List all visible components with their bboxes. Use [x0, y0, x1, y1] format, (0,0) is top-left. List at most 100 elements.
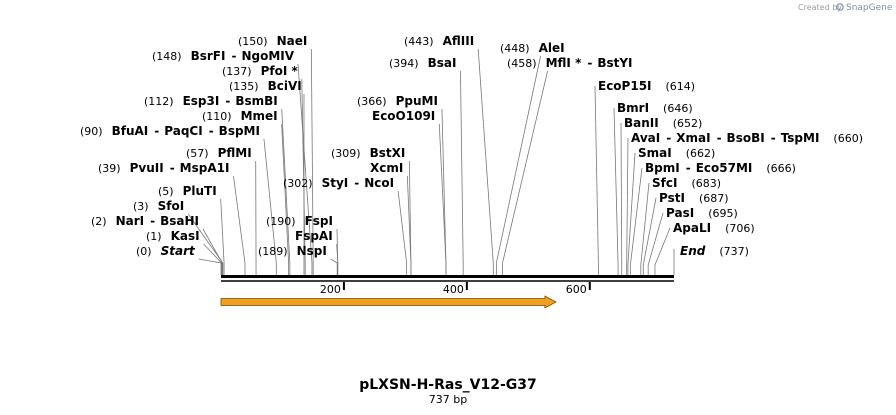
site-name: NspI — [297, 244, 327, 258]
site-position: (150) — [238, 35, 268, 48]
site-position: (309) — [331, 147, 361, 160]
site-pfoi[interactable]: (137) PfoI * — [222, 64, 298, 78]
site-apali[interactable]: ApaLI (706) — [673, 221, 755, 235]
connector-mfli — [502, 70, 548, 275]
site-separator: - — [154, 124, 159, 138]
site-name: MflI * — [546, 56, 582, 70]
site-position: (652) — [673, 117, 703, 130]
feature-arrow-shape[interactable] — [220, 295, 557, 309]
site-bmri[interactable]: BmrI (646) — [617, 101, 693, 115]
site-psti[interactable]: PstI (687) — [659, 191, 729, 205]
site-separator: - — [666, 131, 671, 145]
site-alei[interactable]: (448) AleI — [500, 41, 565, 55]
site-isoschizomer: PaqCI — [164, 124, 202, 138]
site-position: (148) — [152, 50, 182, 63]
site-name: Esp3I — [183, 94, 220, 108]
site-name: AleI — [539, 41, 565, 55]
site-position: (90) — [80, 125, 103, 138]
site-isoschizomer: BstYI — [597, 56, 632, 70]
site-ecop15i[interactable]: EcoP15I (614) — [598, 79, 695, 93]
site-name: NarI — [116, 214, 145, 228]
site-position: (443) — [404, 35, 434, 48]
site-connectors — [187, 48, 675, 275]
site-naei[interactable]: (150) NaeI — [238, 34, 307, 48]
site-position: (5) — [158, 185, 174, 198]
site-name: BciVI — [268, 79, 302, 93]
site-xcmi[interactable]: XcmI — [370, 161, 403, 175]
site-avai[interactable]: AvaI - XmaI - BsoBI - TspMI (660) — [631, 131, 863, 145]
site-nspi[interactable]: (189) NspI — [258, 244, 327, 258]
site-bsai[interactable]: (394) BsaI — [389, 56, 456, 70]
site-start[interactable]: (0) Start — [136, 244, 196, 258]
site-pasi[interactable]: PasI (695) — [666, 206, 738, 220]
site-name: PvuII — [130, 161, 164, 175]
site-afliii[interactable]: (443) AflIII — [404, 34, 474, 48]
site-isoschizomer: BspMI — [219, 124, 260, 138]
site-name: BfuAI — [112, 124, 149, 138]
site-position: (1) — [146, 230, 162, 243]
site-ecoo109i[interactable]: EcoO109I — [372, 109, 435, 123]
site-bpmi[interactable]: BpmI - Eco57MI (666) — [645, 161, 796, 175]
site-name: BsrFI — [191, 49, 226, 63]
connector-ecop15i — [594, 85, 599, 275]
site-esp3i[interactable]: (112) Esp3I - BsmBI — [144, 94, 278, 108]
site-isoschizomer: NcoI — [364, 176, 394, 190]
site-separator: - — [209, 124, 214, 138]
map-length: 737 bp — [429, 393, 467, 406]
site-bstxi[interactable]: (309) BstXI — [331, 146, 405, 160]
site-position: (706) — [725, 222, 755, 235]
site-styi[interactable]: (302) StyI - NcoI — [283, 176, 394, 190]
connector-bsrfi — [297, 63, 313, 275]
connector-ppumi — [441, 108, 447, 275]
site-pflmi[interactable]: (57) PflMI — [186, 146, 252, 160]
site-name: SmaI — [638, 146, 672, 160]
site-banii[interactable]: BanII (652) — [624, 116, 702, 130]
site-position: (2) — [91, 215, 107, 228]
site-pvuii[interactable]: (39) PvuII - MspA1I — [98, 161, 229, 175]
site-name: PluTI — [183, 184, 217, 198]
site-bcivi[interactable]: (135) BciVI — [229, 79, 302, 93]
connector-naei — [310, 48, 314, 275]
connector-esp3i — [281, 108, 291, 275]
site-mmei[interactable]: (110) MmeI — [202, 109, 278, 123]
site-position: (0) — [136, 245, 152, 258]
site-labels: (0) Start(1) KasI(2) NarI - BsaHI(3) SfoI(5) Pl… — [80, 34, 863, 258]
site-pluti[interactable]: (5) PluTI — [158, 184, 217, 198]
site-separator: - — [587, 56, 592, 70]
connector-smai — [627, 152, 636, 275]
site-mfli[interactable]: (458) MflI * - BstYI — [507, 56, 633, 70]
site-ppumi[interactable]: (366) PpuMI — [357, 94, 438, 108]
site-name: PasI — [666, 206, 694, 220]
connector-avai — [626, 137, 629, 275]
site-name: FspI — [305, 214, 333, 228]
feature-arrow[interactable] — [220, 295, 557, 309]
connector-styi — [397, 190, 408, 275]
site-name: BstXI — [370, 146, 406, 160]
site-name: BsaI — [428, 56, 457, 70]
site-smai[interactable]: SmaI (662) — [638, 146, 715, 160]
site-name: End — [680, 244, 706, 258]
site-kasi[interactable]: (1) KasI — [146, 229, 200, 243]
site-isoschizomer: TspMI — [781, 131, 820, 145]
connector-bpmi — [629, 167, 643, 275]
site-bsrfi[interactable]: (148) BsrFI - NgoMIV — [152, 49, 295, 63]
connector-bmri — [613, 107, 619, 275]
site-nari[interactable]: (2) NarI - BsaHI — [91, 214, 199, 228]
sequence-backbone — [221, 275, 674, 282]
site-sfoi[interactable]: (3) SfoI — [133, 199, 184, 213]
ruler-tick-label: 600 — [566, 283, 587, 296]
brand-name: SnapGene — [846, 3, 893, 13]
site-position: (3) — [133, 200, 149, 213]
site-sfci[interactable]: SfcI (683) — [652, 176, 721, 190]
site-fspai[interactable]: FspAI — [295, 229, 333, 243]
site-position: (112) — [144, 95, 174, 108]
site-end[interactable]: End (737) — [680, 244, 749, 258]
site-fspi[interactable]: (190) FspI — [266, 214, 333, 228]
site-bfuai[interactable]: (90) BfuAI - PaqCI - BspMI — [80, 124, 260, 138]
site-name: KasI — [171, 229, 200, 243]
connector-pasi — [647, 212, 664, 275]
site-position: (666) — [766, 162, 796, 175]
site-isoschizomer: XmaI — [676, 131, 710, 145]
connector-sfoi — [187, 213, 224, 275]
connector-bsai — [460, 70, 464, 275]
